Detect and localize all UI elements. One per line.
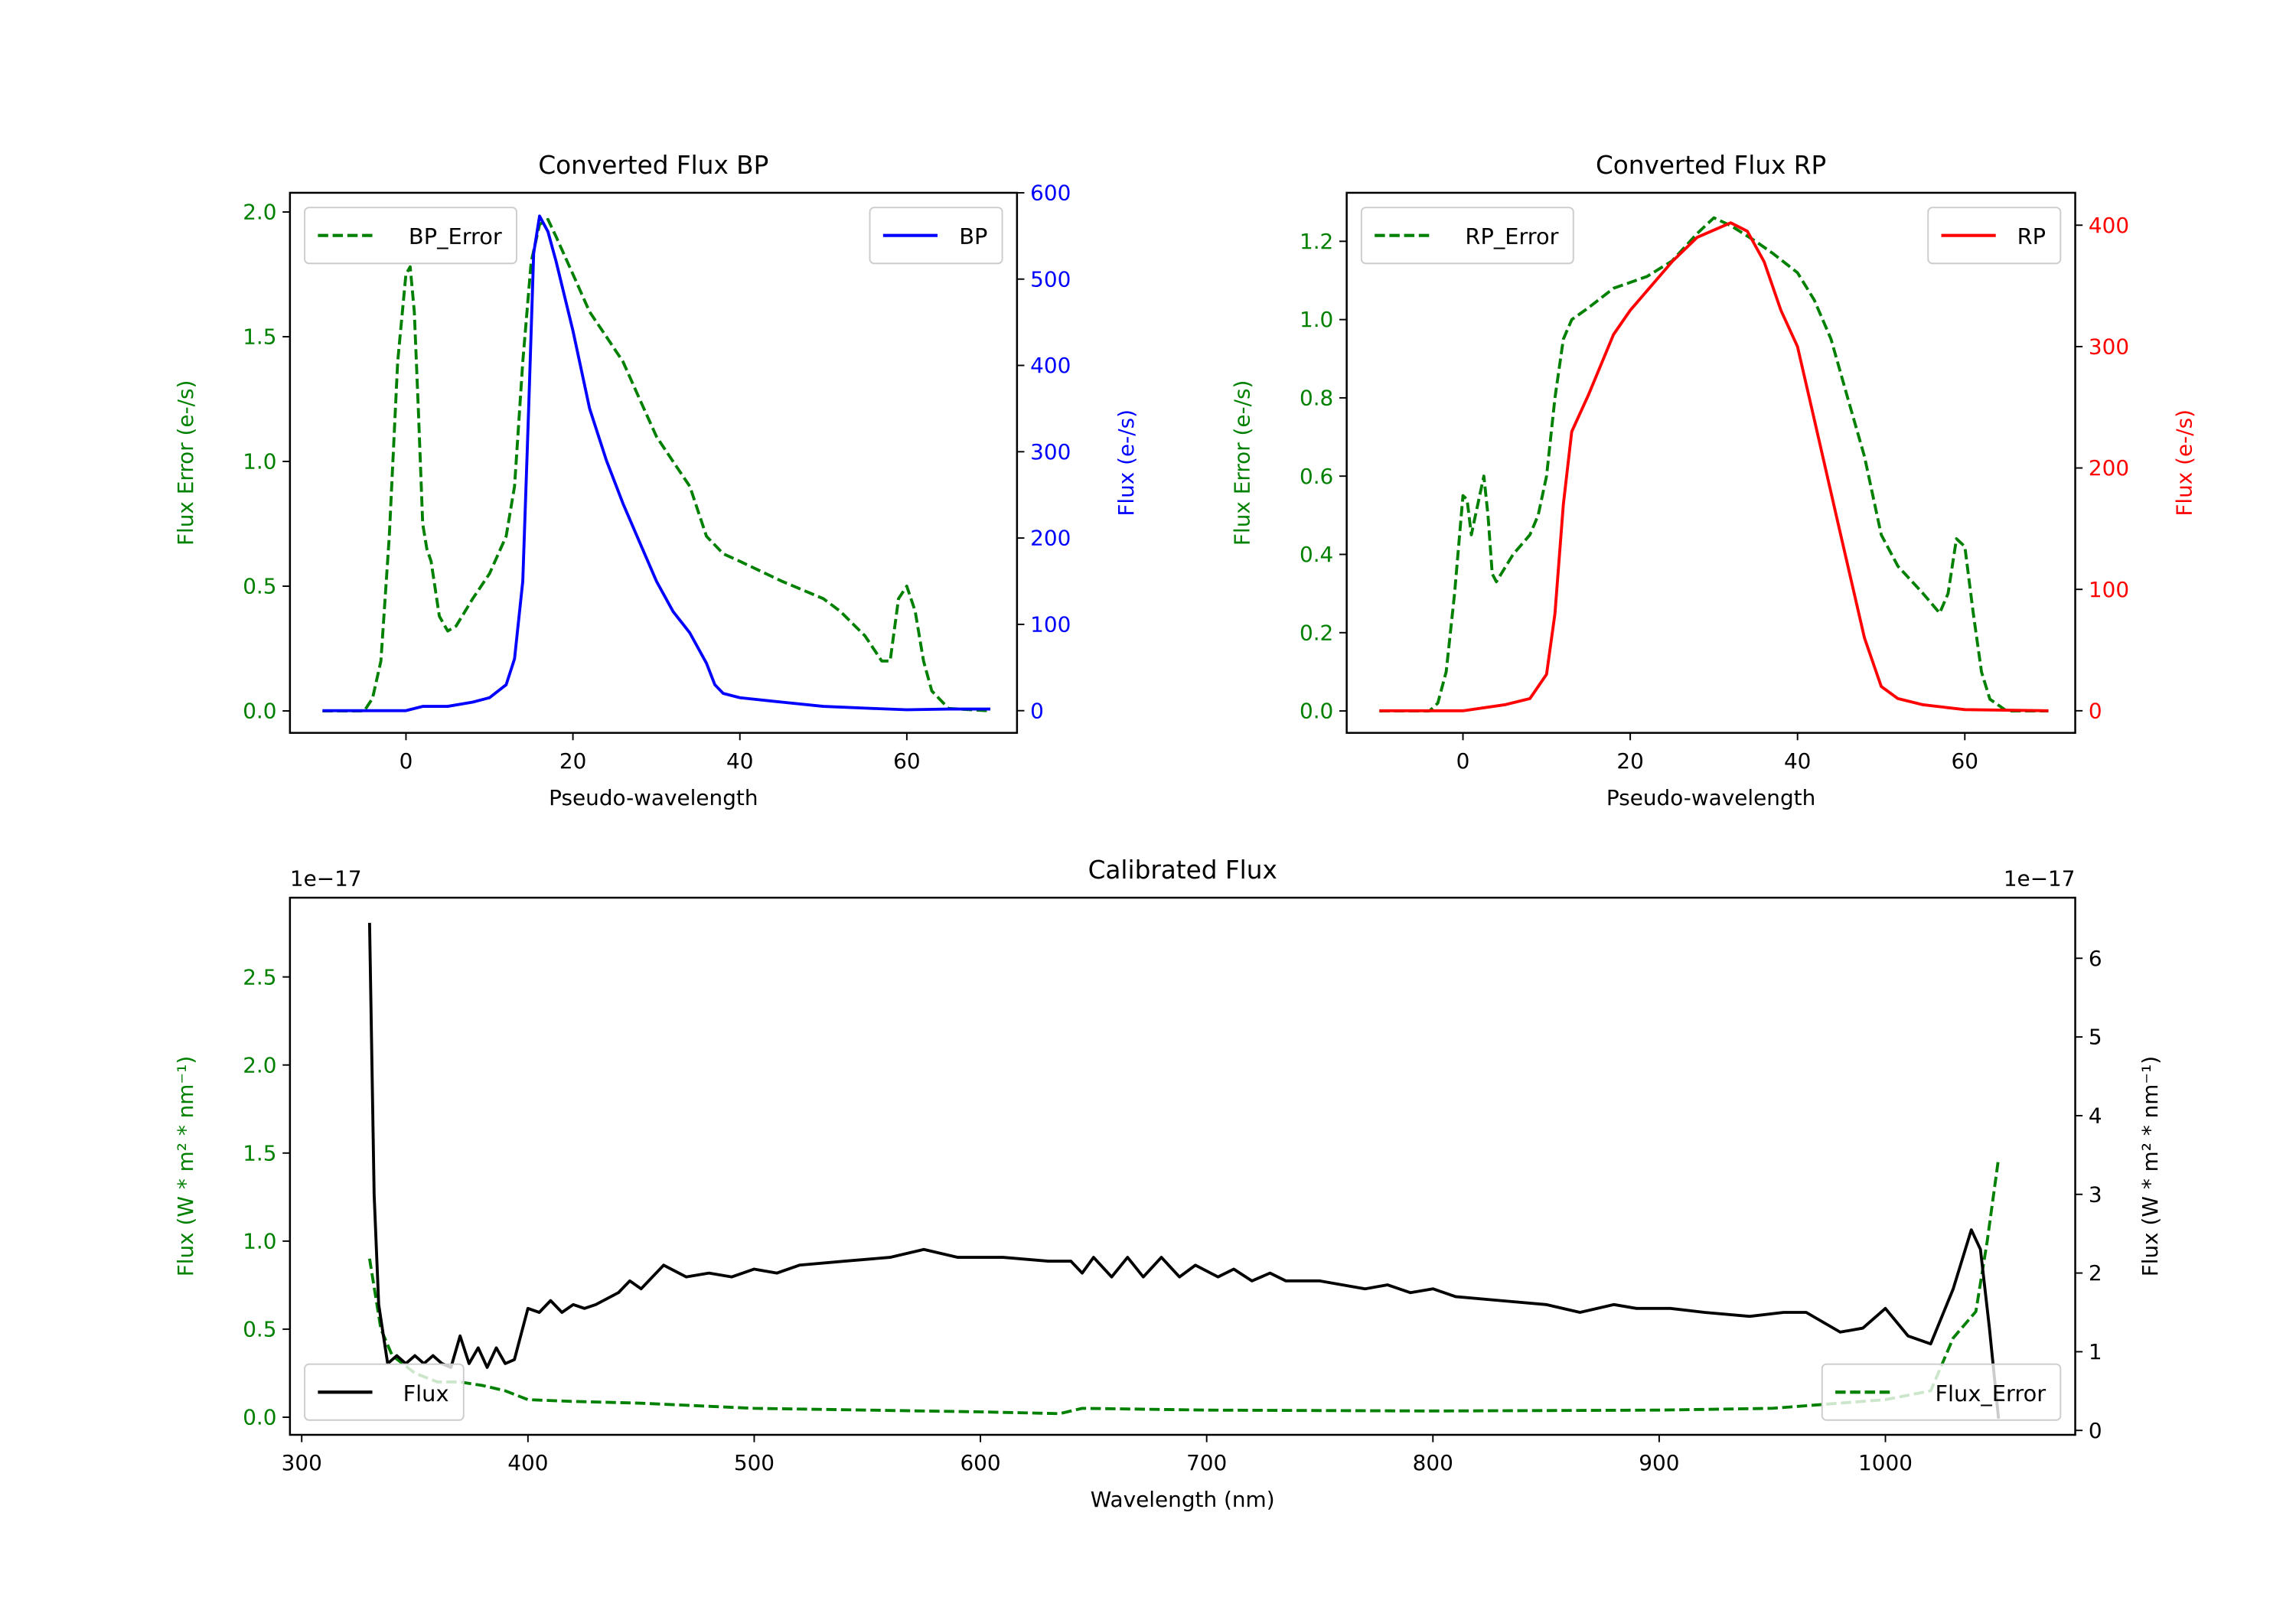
- y-right-tick-label: 4: [2089, 1103, 2102, 1129]
- y-right-tick-label: 500: [1030, 266, 1071, 292]
- y-right-tick-label: 0: [1030, 698, 1044, 723]
- y-right-tick-label: 400: [2089, 213, 2129, 238]
- chart-title: Calibrated Flux: [1088, 856, 1277, 885]
- series-line-rp-error: [1379, 216, 2049, 712]
- x-tick-label: 1000: [1858, 1450, 1913, 1475]
- y-right-tick-label: 200: [1030, 526, 1071, 551]
- y-left-tick-label: 0.6: [1300, 464, 1333, 489]
- y-left-tick-label: 2.0: [243, 200, 276, 225]
- y-right-tick-label: 6: [2089, 946, 2102, 971]
- y-left-tick-label: 1.2: [1300, 229, 1333, 254]
- x-tick-label: 300: [282, 1450, 322, 1475]
- chart-1: 0 20 40 60 0.0 0.2 0.4 0.6 0.8 1.0 1.2 0 100 200 300 40…: [1230, 151, 2197, 810]
- y-right-axis-label: Flux (e-/s): [1114, 409, 1139, 517]
- legend-label: BP: [959, 223, 987, 249]
- y-left-axis-label: Flux (W * m² * nm⁻¹): [173, 1056, 198, 1276]
- y-right-tick-label: 1: [2089, 1339, 2102, 1364]
- series-line-bp: [322, 214, 991, 712]
- y-left-tick-label: 1.0: [243, 1228, 276, 1253]
- x-axis-label: Pseudo-wavelength: [1606, 785, 1815, 810]
- y-left-tick-label: 0.0: [1300, 699, 1333, 724]
- y-left-tick-label: 0.5: [243, 1317, 276, 1342]
- y-right-tick-label: 400: [1030, 353, 1071, 378]
- legend-box: [304, 207, 517, 265]
- y-left-tick-label: 0.0: [243, 699, 276, 724]
- legend-box: [1360, 207, 1574, 265]
- x-tick-label: 900: [1639, 1450, 1679, 1475]
- series-line-bp-error: [322, 217, 991, 712]
- x-tick-label: 0: [1456, 748, 1470, 774]
- x-tick-label: 20: [1616, 748, 1643, 774]
- y-right-tick-label: 5: [2089, 1025, 2102, 1050]
- y-right-tick-label: 0: [2089, 698, 2102, 723]
- series-line-rp: [1379, 221, 2049, 712]
- y-right-tick-label: 3: [2089, 1182, 2102, 1207]
- y-left-tick-label: 0.2: [1300, 620, 1333, 645]
- y-left-tick-label: 1.0: [1300, 307, 1333, 332]
- legend-flux-error: Flux_Error: [1821, 1363, 2062, 1421]
- y-left-tick-label: 0.8: [1300, 386, 1333, 411]
- legend-box: [1821, 1363, 2062, 1421]
- legend-flux: Flux: [304, 1363, 465, 1421]
- y-right-tick-label: 0: [2089, 1418, 2102, 1443]
- legend-rp-error: RP_Error: [1360, 207, 1574, 265]
- y-left-tick-label: 0.4: [1300, 542, 1333, 567]
- legend-rp: RP: [1927, 207, 2062, 265]
- y-left-tick-label: 1.0: [243, 449, 276, 474]
- y-left-tick-label: 1.5: [243, 1140, 276, 1165]
- y-left-offset-label: 1e−17: [290, 866, 362, 892]
- y-right-axis-label: Flux (e-/s): [2171, 409, 2197, 517]
- y-left-tick-label: 0.0: [243, 1405, 276, 1430]
- x-axis-label: Pseudo-wavelength: [549, 785, 758, 810]
- x-tick-label: 20: [559, 748, 586, 774]
- axes-frame: [289, 191, 1019, 734]
- axes-frame: [289, 896, 2076, 1436]
- y-right-tick-label: 600: [1030, 181, 1071, 206]
- chart-0: 0 20 40 60 0.0 0.5 1.0 1.5 2.0 0 100 200 300 400 500 60…: [173, 151, 1139, 810]
- x-tick-label: 60: [1952, 748, 1978, 774]
- y-left-axis-label: Flux Error (e-/s): [1230, 380, 1255, 546]
- legend-label: RP_Error: [1465, 223, 1558, 249]
- x-tick-label: 700: [1186, 1450, 1227, 1475]
- y-right-tick-label: 300: [1030, 439, 1071, 464]
- axes-frame: [1345, 191, 2076, 734]
- y-left-tick-label: 1.5: [243, 324, 276, 350]
- y-right-tick-label: 100: [1030, 612, 1071, 637]
- series-line-flux: [367, 922, 2001, 1420]
- y-right-axis-label: Flux (W * m² * nm⁻¹): [2138, 1056, 2163, 1276]
- chart-title: Converted Flux BP: [538, 151, 768, 180]
- y-left-axis-label: Flux Error (e-/s): [173, 380, 198, 546]
- x-tick-label: 600: [960, 1450, 1000, 1475]
- y-right-tick-label: 2: [2089, 1260, 2102, 1286]
- x-tick-label: 800: [1413, 1450, 1453, 1475]
- chart-2: 300 400 500 600 700 800 900 1000 0.0 0.5 1.0 1.5 2.0…: [173, 856, 2163, 1512]
- legend-label: BP_Error: [409, 223, 502, 249]
- x-tick-label: 60: [893, 748, 920, 774]
- legend-bp: BP: [869, 207, 1003, 265]
- x-tick-label: 500: [734, 1450, 775, 1475]
- y-right-offset-label: 1e−17: [2004, 866, 2076, 892]
- x-tick-label: 0: [400, 748, 413, 774]
- x-tick-label: 40: [726, 748, 753, 774]
- legend-label: Flux_Error: [1935, 1380, 2046, 1407]
- legend-bp-error: BP_Error: [304, 207, 517, 265]
- legend-label: RP: [2017, 223, 2046, 249]
- chart-title: Converted Flux RP: [1596, 151, 1826, 180]
- y-left-tick-label: 2.5: [243, 964, 276, 989]
- series-line-flux-error: [367, 1158, 2001, 1416]
- legend-label: Flux: [403, 1380, 449, 1407]
- x-axis-label: Wavelength (nm): [1091, 1487, 1275, 1512]
- y-left-tick-label: 0.5: [243, 574, 276, 599]
- legend-box: [304, 1363, 465, 1421]
- x-tick-label: 40: [1784, 748, 1811, 774]
- x-tick-label: 400: [507, 1450, 548, 1475]
- y-right-tick-label: 100: [2089, 577, 2129, 602]
- y-right-tick-label: 200: [2089, 455, 2129, 481]
- y-right-tick-label: 300: [2089, 334, 2129, 360]
- y-left-tick-label: 2.0: [243, 1052, 276, 1077]
